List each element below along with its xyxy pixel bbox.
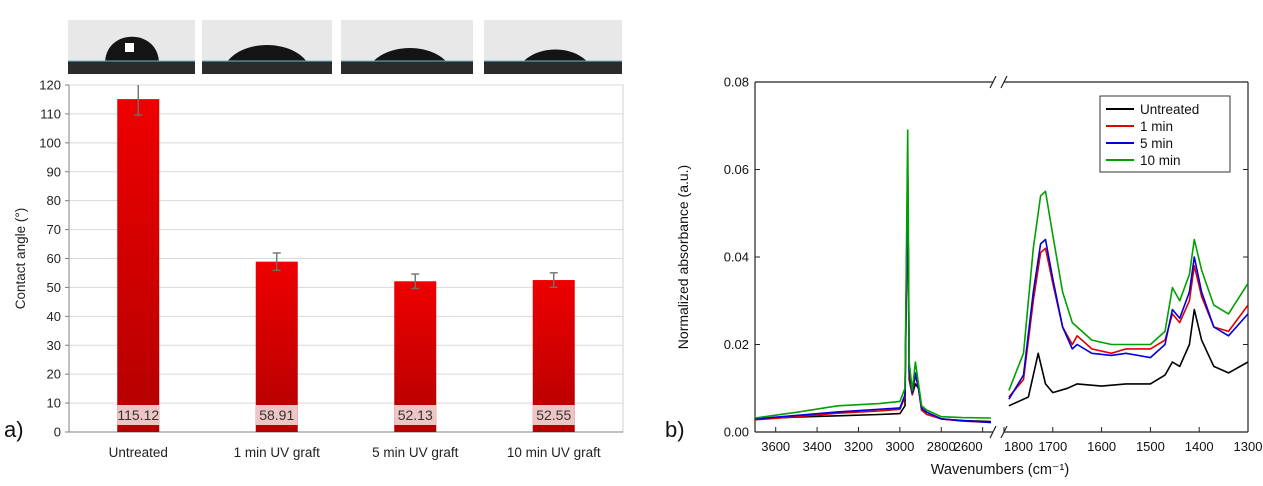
x-tick-label: 1700 xyxy=(1038,439,1067,454)
droplet-image xyxy=(484,20,622,74)
legend-entry: Untreated xyxy=(1140,102,1199,117)
y-tick-label: 0.06 xyxy=(724,162,749,177)
ftir-chart: 0.00 0.02 0.04 0.06 0.08 3600 3400 3200 3000 2800… xyxy=(665,75,1263,479)
y-axis-label: Contact angle (°) xyxy=(13,208,28,309)
data-label-box xyxy=(255,405,298,425)
legend-entry: 5 min xyxy=(1140,136,1173,151)
data-label-box xyxy=(532,405,575,425)
y-tick-label: 70 xyxy=(47,222,61,237)
y-tick-label: 100 xyxy=(39,135,61,150)
legend-entry: 1 min xyxy=(1140,119,1173,134)
series-line xyxy=(754,168,991,423)
substrate xyxy=(202,61,332,74)
y-tick-label: 40 xyxy=(47,309,61,324)
substrate xyxy=(484,61,622,74)
y-tick-label: 50 xyxy=(47,280,61,295)
droplet-image xyxy=(341,20,473,74)
data-label: 52.13 xyxy=(398,407,433,423)
x-tick-label: 1800 xyxy=(1004,439,1033,454)
category-label: 10 min UV graft xyxy=(507,445,601,460)
y-tick-label: 0.04 xyxy=(724,250,749,265)
data-label-box xyxy=(394,405,437,425)
y-tick-label: 0.00 xyxy=(724,425,749,440)
ftir-panel: 0.00 0.02 0.04 0.06 0.08 3600 3400 3200 3000 2800… xyxy=(640,0,1263,481)
bar xyxy=(117,99,160,433)
y-tick-label: 90 xyxy=(47,164,61,179)
series-line xyxy=(754,177,991,424)
panel-label-a: a) xyxy=(4,417,24,442)
panel-label-b: b) xyxy=(665,417,685,442)
category-label: 5 min UV graft xyxy=(372,445,459,460)
data-label-box xyxy=(117,405,160,425)
x-tick-label: 3200 xyxy=(844,439,873,454)
droplet-reflection xyxy=(125,43,134,52)
substrate xyxy=(68,61,195,74)
y-tick-label: 0 xyxy=(54,425,61,440)
series-line xyxy=(1008,238,1249,400)
category-label: 1 min UV graft xyxy=(234,445,321,460)
y-tick-label: 30 xyxy=(47,338,61,353)
substrate xyxy=(341,61,473,74)
x-tick-label: 2600 xyxy=(954,439,983,454)
y-tick-label: 0.02 xyxy=(724,337,749,352)
series-line xyxy=(754,129,991,419)
x-tick-label: 3600 xyxy=(761,439,790,454)
data-label: 52.55 xyxy=(536,407,571,423)
y-tick-label: 60 xyxy=(47,251,61,266)
droplet-image xyxy=(202,20,332,74)
x-tick-label: 3400 xyxy=(803,439,832,454)
x-tick-label: 2800 xyxy=(927,439,956,454)
y-tick-label: 10 xyxy=(47,396,61,411)
contact-angle-panel: 0 10 20 30 40 50 60 70 80 90 100 110 120 Contact angl… xyxy=(4,20,624,460)
data-label: 58.91 xyxy=(259,407,294,423)
x-tick-label: 1500 xyxy=(1136,439,1165,454)
x-tick-label: 1300 xyxy=(1234,439,1263,454)
y-tick-label: 120 xyxy=(39,78,61,93)
x-tick-label: 1600 xyxy=(1087,439,1116,454)
y-tick-label: 80 xyxy=(47,193,61,208)
x-tick-label: 1400 xyxy=(1185,439,1214,454)
bar xyxy=(255,261,298,432)
data-label: 115.12 xyxy=(117,407,159,423)
legend-entry: 10 min xyxy=(1140,153,1181,168)
series-line xyxy=(1008,308,1249,407)
x-axis-label: Wavenumbers (cm⁻¹) xyxy=(931,462,1069,478)
contact-angle-chart: 0 10 20 30 40 50 60 70 80 90 100 110 120 Contact angl… xyxy=(4,20,624,460)
x-tick-label: 3000 xyxy=(885,439,914,454)
category-label: Untreated xyxy=(109,445,168,460)
series-line xyxy=(1008,190,1249,391)
axis-break-mark xyxy=(989,425,997,439)
series-line xyxy=(754,168,991,424)
axis-break-mark xyxy=(1000,75,1008,89)
axis-break-mark xyxy=(989,75,997,89)
y-tick-label: 20 xyxy=(47,367,61,382)
y-axis-label: Normalized absorbance (a.u.) xyxy=(675,165,691,349)
y-tick-label: 110 xyxy=(40,106,61,121)
y-tick-label: 0.08 xyxy=(724,75,749,90)
series-line xyxy=(1008,247,1249,398)
